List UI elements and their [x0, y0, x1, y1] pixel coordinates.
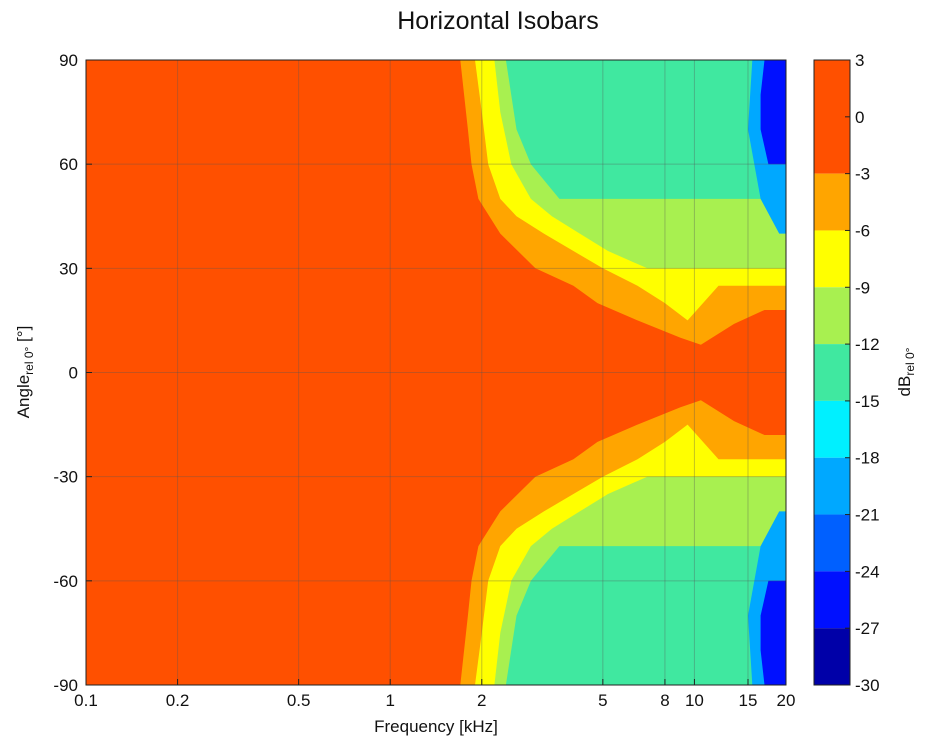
colorbar-tick-label: 3	[855, 51, 864, 70]
y-tick-label: -90	[53, 676, 78, 695]
isobar-bands	[460, 60, 786, 685]
y-axis-label: Anglerel 0° [°]	[14, 326, 36, 419]
colorbar-label-sub: rel 0°	[903, 347, 917, 375]
y-tick-label: -60	[53, 572, 78, 591]
colorbar-tick-label: -3	[855, 165, 870, 184]
colorbar-tick-label: -15	[855, 392, 880, 411]
colorbar-band	[814, 230, 850, 288]
x-tick-label: 0.5	[287, 691, 311, 710]
colorbar-tick-label: -18	[855, 449, 880, 468]
colorbar-label: dBrel 0°	[895, 347, 917, 396]
colorbar-band	[814, 514, 850, 572]
y-tick-label: 0	[69, 364, 78, 383]
x-tick-label: 5	[598, 691, 607, 710]
colorbar-band	[814, 344, 850, 401]
y-tick-label: -30	[53, 468, 78, 487]
y-tick-label: 90	[59, 51, 78, 70]
colorbar-tick-label: -24	[855, 562, 880, 581]
isobar-region-12db-lower	[505, 546, 786, 685]
colorbar-label-main: dB	[895, 376, 914, 397]
y-axis-label-unit: [°]	[14, 326, 33, 347]
x-axis-label: Frequency [kHz]	[374, 717, 498, 736]
x-tick-label: 15	[739, 691, 758, 710]
chart-title: Horizontal Isobars	[397, 7, 598, 35]
y-tick-label: 60	[59, 155, 78, 174]
colorbar-band	[814, 571, 850, 629]
colorbar: 3 0 -3 -6 -9 -12 -15 -18 -21 -24 -27 -30	[814, 51, 880, 695]
colorbar-tick-label: -6	[855, 221, 870, 240]
isobar-region-12db-upper	[505, 60, 786, 199]
colorbar-band	[814, 173, 850, 231]
colorbar-tick-label: -12	[855, 335, 880, 354]
colorbar-band	[814, 287, 850, 345]
y-axis: 90 60 30 0 -30 -60 -90	[53, 51, 92, 695]
colorbar-tick-label: -9	[855, 278, 870, 297]
colorbar-frame	[813, 59, 851, 686]
x-tick-label: 10	[685, 691, 704, 710]
x-axis: 0.1 0.2 0.5 1 2 5 8 10 15 20	[74, 679, 795, 710]
colorbar-tick-label: -27	[855, 619, 880, 638]
isobar-region-24db-upper	[760, 60, 786, 165]
y-axis-label-main: Angle	[14, 375, 33, 418]
x-tick-label: 0.2	[166, 691, 190, 710]
plot-grid	[86, 60, 786, 685]
colorbar-band	[814, 60, 850, 174]
x-tick-label: 0.1	[74, 691, 98, 710]
colorbar-tick-label: -30	[855, 676, 880, 695]
colorbar-band	[814, 400, 850, 458]
x-tick-label: 1	[385, 691, 394, 710]
x-tick-label: 2	[477, 691, 486, 710]
y-axis-label-sub: rel 0°	[22, 346, 36, 374]
x-tick-label: 8	[660, 691, 669, 710]
y-tick-label: 30	[59, 259, 78, 278]
colorbar-band	[814, 457, 850, 515]
isobar-region-24db-lower	[760, 580, 786, 685]
colorbar-tick-label: -21	[855, 506, 880, 525]
colorbar-band	[814, 628, 850, 685]
x-tick-label: 20	[777, 691, 796, 710]
colorbar-tick-label: 0	[855, 108, 864, 127]
